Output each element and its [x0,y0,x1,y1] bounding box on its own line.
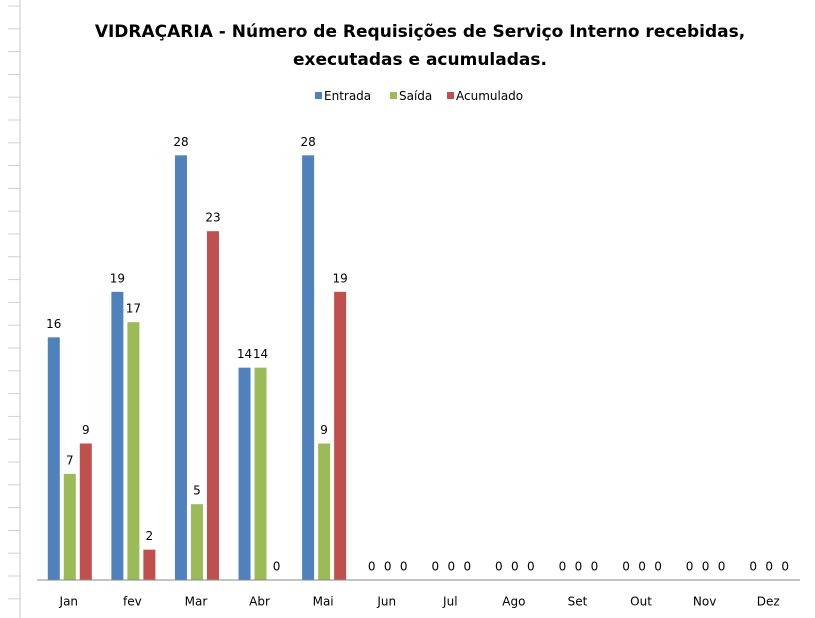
data-label: 0 [686,560,694,574]
data-label: 28 [173,135,188,149]
data-label: 0 [400,560,408,574]
legend-swatch [390,92,397,99]
data-label: 0 [591,560,599,574]
data-label: 9 [320,423,328,437]
x-tick-label: fev [123,595,142,609]
data-label: 0 [765,560,773,574]
data-label: 19 [110,271,125,285]
data-label: 0 [749,560,757,574]
data-label: 0 [273,560,281,574]
legend-swatch [447,92,454,99]
data-label: 0 [368,560,376,574]
x-tick-label: Abr [249,595,270,609]
x-tick-label: Mar [185,595,208,609]
data-label: 7 [66,453,74,467]
data-label: 19 [332,271,347,285]
chart-title: executadas e acumuladas. [293,50,547,70]
data-label: 14 [237,347,252,361]
legend-label: Acumulado [456,89,523,103]
bar [127,322,140,580]
data-label: 0 [718,560,726,574]
legend-label: Entrada [324,89,371,103]
data-label: 0 [447,560,455,574]
x-tick-label: Set [568,595,588,609]
x-tick-label: Nov [693,595,716,609]
x-tick-label: Jul [442,595,457,609]
data-label: 16 [46,317,61,331]
data-label: 0 [527,560,535,574]
data-label: 28 [300,135,315,149]
data-label: 0 [622,560,630,574]
bar [174,155,187,581]
data-label: 0 [511,560,519,574]
legend-label: Saída [399,89,432,103]
data-label: 0 [638,560,646,574]
bar [143,549,156,580]
legend-swatch [315,92,322,99]
bar [79,443,92,580]
bar [318,443,331,580]
data-label: 5 [193,484,201,498]
sheet-rows [8,5,20,600]
x-tick-label: Jan [59,595,79,609]
bar [238,367,251,580]
bar [334,291,347,580]
data-label: 0 [654,560,662,574]
bar [302,155,315,581]
x-tick-label: Ago [502,595,525,609]
x-tick-label: Out [630,595,652,609]
data-label: 0 [559,560,567,574]
data-label: 0 [463,560,471,574]
bar [63,473,76,580]
data-label: 23 [205,211,220,225]
data-label: 0 [431,560,439,574]
data-label: 14 [253,347,268,361]
bar [47,337,60,580]
bar [206,231,219,580]
x-tick-label: Mai [313,595,334,609]
data-label: 2 [146,529,154,543]
bar [111,291,124,580]
x-tick-label: Jun [376,595,396,609]
data-label: 0 [384,560,392,574]
data-label: 17 [126,302,141,316]
data-label: 9 [82,423,90,437]
chart-title: VIDRAÇARIA - Número de Requisições de Se… [95,22,745,42]
data-label: 0 [495,560,503,574]
x-tick-label: Dez [757,595,780,609]
data-label: 0 [702,560,710,574]
data-label: 0 [781,560,789,574]
data-label: 0 [575,560,583,574]
bar [190,504,203,580]
bar [254,367,267,580]
